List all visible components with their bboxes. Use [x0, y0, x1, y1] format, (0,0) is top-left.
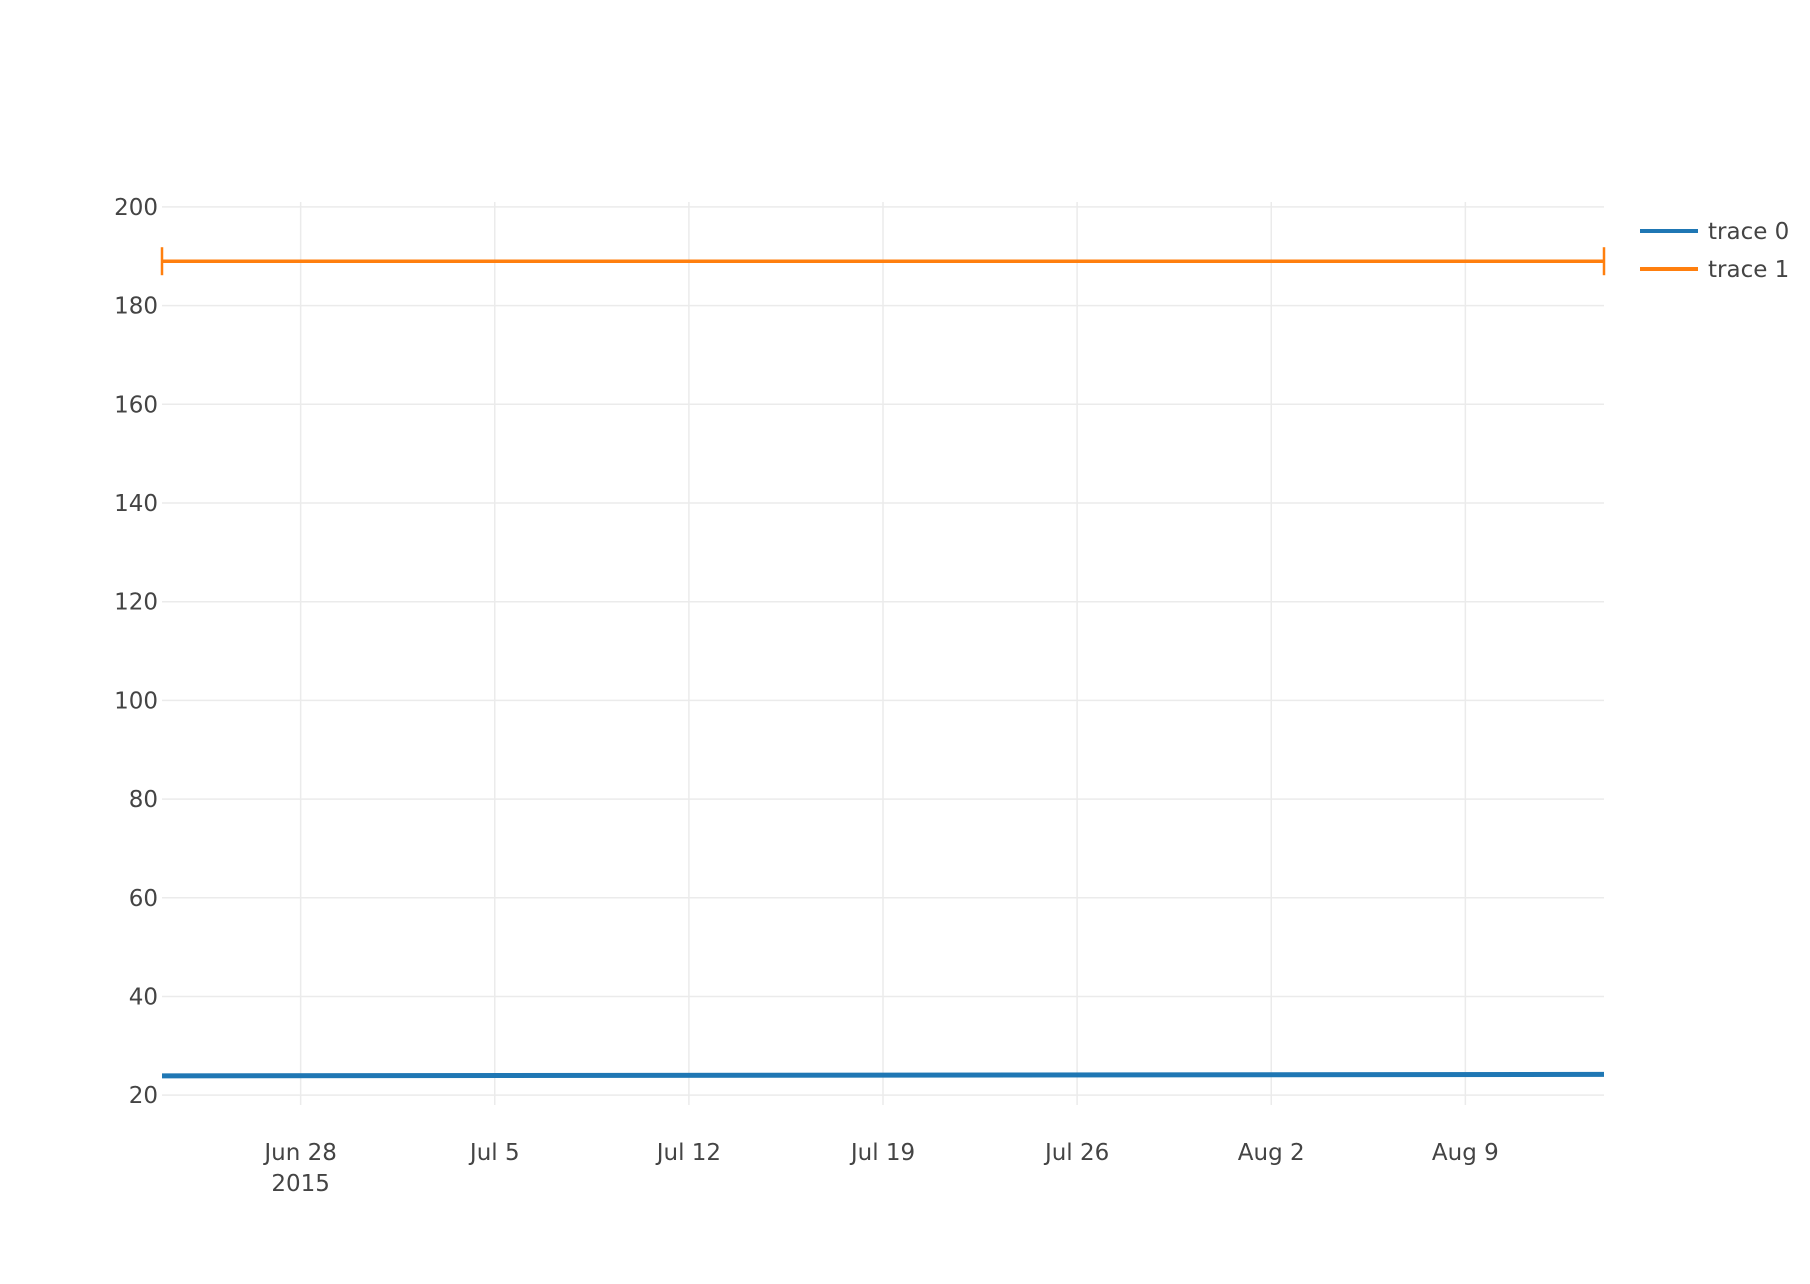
y-tick-label: 180 [114, 294, 158, 320]
x-tick-label: Jul 26 [1043, 1140, 1109, 1166]
x-tick-label: Jul 12 [655, 1140, 721, 1166]
y-tick-label: 200 [114, 195, 158, 221]
y-tick-label: 80 [129, 787, 158, 813]
y-tick-label: 60 [129, 886, 158, 912]
x-tick-label: Jul 19 [849, 1140, 915, 1166]
x-tick-label: Jul 5 [468, 1140, 520, 1166]
y-tick-label: 140 [114, 491, 158, 517]
y-tick-label: 120 [114, 590, 158, 616]
legend-label: trace 0 [1708, 219, 1789, 245]
x-tick-label: Aug 2 [1238, 1140, 1305, 1166]
y-tick-label: 160 [114, 392, 158, 418]
series-line-0 [162, 1074, 1604, 1075]
y-tick-label: 100 [114, 688, 158, 714]
x-tick-label: Jun 28 [262, 1140, 337, 1166]
legend-label: trace 1 [1708, 257, 1789, 283]
y-tick-label: 20 [129, 1083, 158, 1109]
x-tick-label: Aug 9 [1432, 1140, 1499, 1166]
x-tick-year-label: 2015 [271, 1171, 330, 1197]
y-tick-label: 40 [129, 984, 158, 1010]
